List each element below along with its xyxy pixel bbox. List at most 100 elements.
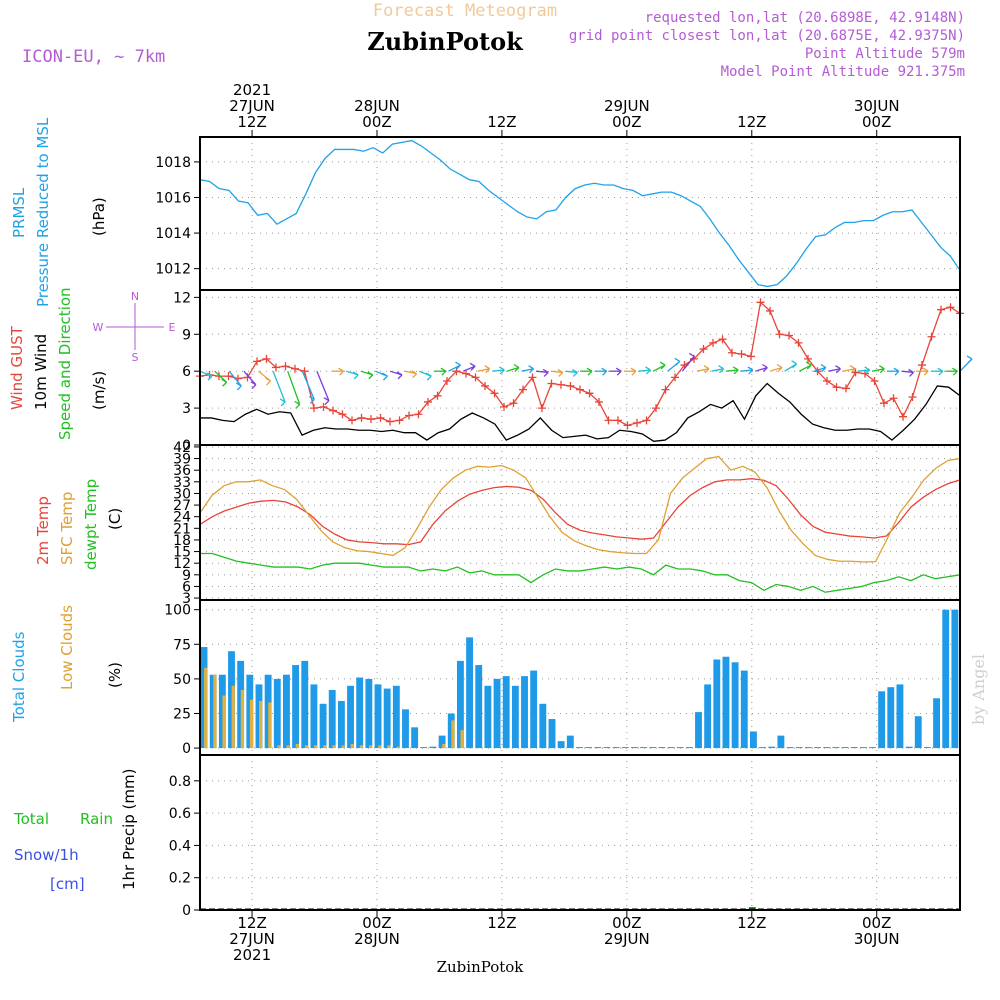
gust-marker (528, 373, 537, 382)
total-cloud-bar (630, 747, 638, 749)
gust-marker (642, 416, 651, 425)
total-cloud-bar (511, 685, 519, 749)
low-cloud-bar (368, 745, 373, 749)
total-cloud-bar (667, 747, 675, 749)
y-tick-label: 18 (173, 533, 191, 549)
y-tick-label: 1014 (155, 226, 191, 242)
gust-marker (272, 363, 280, 372)
total-cloud-bar (585, 747, 593, 749)
y-tick-label: 30 (173, 486, 191, 502)
gust-marker (870, 377, 879, 386)
wind-arrow-head (425, 372, 432, 381)
bottom-time-label: 28JUN (354, 930, 400, 948)
total-cloud-bar (804, 747, 812, 749)
y-tick-label: 0 (182, 903, 191, 919)
compass-w: W (93, 321, 104, 334)
total-cloud-bar (905, 746, 913, 749)
y-tick-label: 3 (182, 591, 191, 607)
wind-arrow (711, 368, 724, 372)
cm-label: [cm] (50, 875, 85, 893)
total-cloud-bar (521, 676, 528, 749)
low-cloud-bar (341, 745, 345, 749)
low-cloud-bar (277, 745, 281, 749)
wind-arrow-head (382, 372, 388, 381)
gust-marker (291, 364, 299, 373)
total-cloud-bar (319, 703, 327, 749)
gust-marker (918, 361, 926, 370)
low-cloud-bar (460, 730, 464, 749)
low-cloud-bar (204, 667, 208, 749)
total-cloud-bar (456, 660, 464, 749)
top-time-label: 28JUN (354, 97, 400, 115)
gust-marker (253, 357, 261, 366)
wind-arrow (842, 368, 856, 372)
total-cloud-bar (759, 747, 767, 749)
wind-arrow (536, 370, 549, 374)
wind-arrow (696, 368, 710, 372)
total-cloud-bar (374, 684, 382, 749)
wind-arrow-head (805, 361, 812, 370)
total-cloud-bar (484, 685, 492, 749)
total-cloud-bar (859, 747, 867, 749)
gust-marker (927, 332, 936, 341)
total-cloud-bar (951, 609, 959, 749)
gust-marker (880, 399, 888, 408)
y-tick-label: 0.2 (169, 871, 191, 887)
wind-labels: Wind GUST 10m Wind Speed and Direction (… (8, 287, 176, 440)
y-tick-label: 39 (173, 452, 191, 468)
wind-arrow (301, 370, 315, 400)
wind-arrow-head (265, 377, 271, 386)
bottom-time-label: 12Z (487, 914, 516, 932)
wind-arrow-head (864, 366, 871, 375)
gust-marker (386, 417, 394, 426)
compass-e: E (169, 321, 176, 334)
temp2m-label: 2m Temp (34, 496, 52, 565)
watermark: by Angel (969, 654, 988, 725)
total-cloud-bar (576, 747, 583, 749)
total-cloud-bar (530, 670, 538, 749)
gust-marker (851, 368, 860, 377)
series-line-dewpt-temp (200, 552, 961, 593)
gust-marker (281, 362, 290, 371)
wind-arrow (316, 370, 330, 401)
gust-marker (709, 338, 717, 347)
gust-marker (728, 348, 736, 357)
total-cloud-bar (310, 684, 318, 749)
low-cloud-bar (231, 685, 235, 749)
wind-arrow-head (820, 363, 827, 372)
total-cloud-bar (273, 678, 281, 749)
y-tick-label: 21 (173, 521, 191, 537)
gust-marker (937, 305, 945, 314)
y-tick-label: 50 (173, 672, 191, 688)
chart-title: Forecast Meteogram (373, 1, 557, 21)
low-cloud-bar (332, 745, 336, 749)
total-cloud-bar (548, 719, 556, 749)
top-time-label: 12Z (487, 113, 516, 131)
total-cloud-bar (658, 747, 666, 749)
total-cloud-bar (869, 747, 876, 749)
wind-arrow (769, 366, 783, 372)
total-cloud-bar (429, 746, 437, 749)
total-clouds-label: Total Clouds (10, 631, 28, 723)
y-tick-label: 33 (173, 475, 191, 491)
low-clouds-label: Low Clouds (58, 605, 76, 690)
gust-marker (519, 385, 527, 394)
wind-arrow-head (952, 367, 958, 376)
y-tick-label: 9 (182, 568, 191, 584)
gust-marker (395, 416, 404, 425)
total-cloud-bar (228, 651, 235, 749)
gust-marker (490, 389, 499, 398)
total-cloud-bar (365, 678, 373, 749)
low-cloud-bar (396, 746, 400, 749)
gust-marker (614, 416, 622, 425)
low-cloud-bar (323, 745, 327, 749)
gust-marker (699, 345, 708, 354)
total-cloud-bar (823, 747, 831, 749)
total-cloud-bar (722, 656, 730, 749)
total-cloud-bar (328, 689, 336, 749)
compass-n: N (131, 290, 139, 303)
wind-arrow (521, 368, 534, 372)
wind-arrow-head (440, 367, 447, 376)
total-cloud-bar (539, 703, 547, 749)
total-cloud-bar (566, 735, 574, 749)
